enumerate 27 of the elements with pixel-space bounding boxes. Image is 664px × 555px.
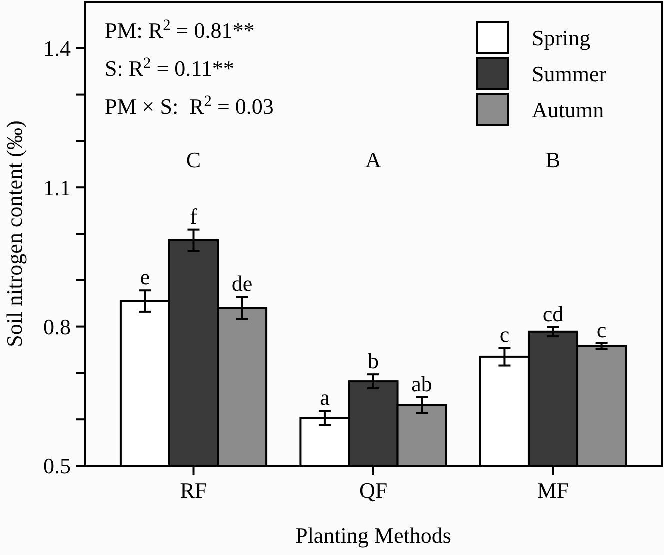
data-label: f [190,204,198,229]
x-axis-title: Planting Methods [296,523,452,548]
x-tick-label: MF [537,478,570,503]
y-axis-title: Soil nitrogen content (‰) [2,120,27,348]
annotation: C [186,148,202,173]
legend-label: Spring [532,26,591,51]
data-label: c [500,322,510,348]
annotation: B [546,148,561,173]
annotation: A [366,148,382,173]
data-label: cd [542,301,564,326]
y-tick-label: 0.8 [44,314,71,340]
annotation: S: R$^{2}$ = 0.11** [105,54,234,81]
y-tick-label: 1.1 [44,175,71,200]
y-tick-label: 0.5 [44,454,71,479]
data-label: b [368,348,379,374]
x-tick-label: QF [359,478,388,503]
data-label: e [140,264,150,290]
y-tick-label: 1.4 [44,36,71,62]
legend-label: Autumn [532,98,604,123]
annotation: PM: R$^{2}$ = 0.81** [105,16,255,43]
data-label: a [320,385,330,410]
x-tick-label: RF [180,478,208,503]
data-label: c [596,318,607,343]
data-label: ab [412,371,432,396]
legend-label: Summer [532,62,608,87]
annotation: PM × S: R$^{2}$ = 0.03 [105,92,274,119]
data-label: de [232,271,253,296]
